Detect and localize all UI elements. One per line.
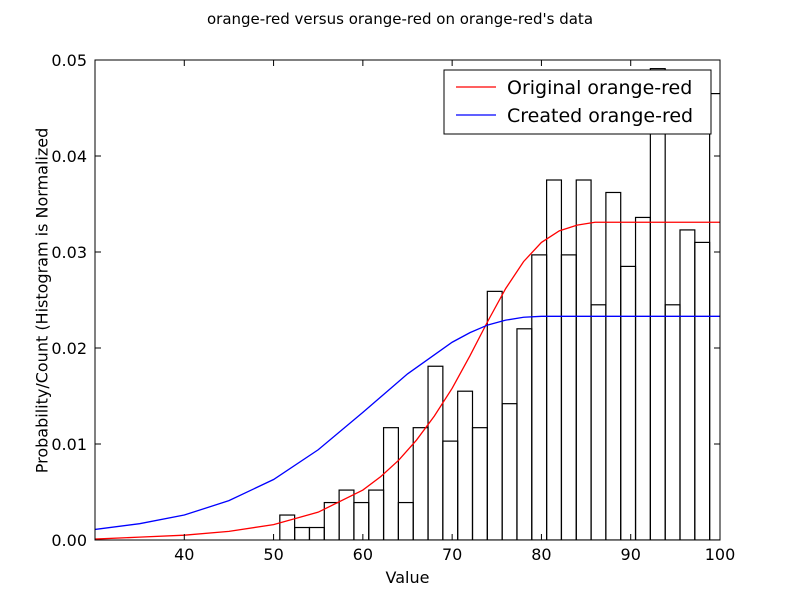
series-line-original bbox=[95, 221, 720, 540]
y-tick-label: 0.02 bbox=[51, 339, 87, 358]
axes-frame bbox=[94, 59, 721, 541]
histogram-bar bbox=[575, 179, 592, 540]
y-tick-label: 0.00 bbox=[51, 531, 87, 550]
histogram-bar bbox=[605, 191, 622, 540]
series-line-created bbox=[95, 315, 720, 531]
x-tick-label: 60 bbox=[353, 545, 373, 564]
x-tick-label: 50 bbox=[263, 545, 283, 564]
histogram-bar bbox=[353, 501, 370, 540]
histogram-bar bbox=[501, 403, 518, 540]
x-tick-label: 90 bbox=[621, 545, 641, 564]
legend-label: Created orange-red bbox=[507, 105, 693, 127]
histogram-bar bbox=[649, 68, 666, 540]
histogram-bar bbox=[531, 254, 548, 540]
histogram-bar bbox=[590, 304, 607, 540]
x-tick-label: 80 bbox=[531, 545, 551, 564]
x-tick-label: 40 bbox=[174, 545, 194, 564]
histogram-bar bbox=[412, 427, 429, 540]
histogram-bar bbox=[294, 526, 311, 540]
histogram-bar bbox=[382, 427, 399, 540]
legend-label: Original orange-red bbox=[507, 77, 692, 99]
y-axis-label: Probability/Count (Histogram is Normaliz… bbox=[32, 127, 52, 474]
chart-title: orange-red versus orange-red on orange-r… bbox=[206, 10, 594, 28]
histogram-bar bbox=[634, 216, 651, 540]
histogram-bar bbox=[397, 501, 414, 540]
legend-box bbox=[443, 69, 712, 135]
x-tick-label: 100 bbox=[705, 545, 736, 564]
histogram-bar bbox=[679, 229, 696, 540]
histogram-bar bbox=[427, 365, 444, 540]
x-tick-label: 70 bbox=[442, 545, 462, 564]
histogram-bar bbox=[457, 390, 474, 540]
y-tick-label: 0.05 bbox=[51, 51, 87, 70]
histogram-bar bbox=[694, 241, 711, 540]
x-axis-label: Value bbox=[385, 568, 430, 587]
histogram-bar bbox=[442, 440, 459, 540]
histogram-bar bbox=[471, 427, 488, 540]
y-tick-label: 0.01 bbox=[51, 435, 87, 454]
histogram-bar bbox=[560, 254, 577, 540]
y-tick-label: 0.04 bbox=[51, 147, 87, 166]
histogram-bar bbox=[368, 489, 385, 540]
histogram-bar bbox=[664, 304, 681, 540]
y-tick-label: 0.03 bbox=[51, 243, 87, 262]
histogram-bar bbox=[516, 328, 533, 540]
histogram-bar bbox=[620, 265, 637, 540]
histogram-bar bbox=[486, 290, 503, 540]
histogram-bar bbox=[308, 526, 325, 540]
